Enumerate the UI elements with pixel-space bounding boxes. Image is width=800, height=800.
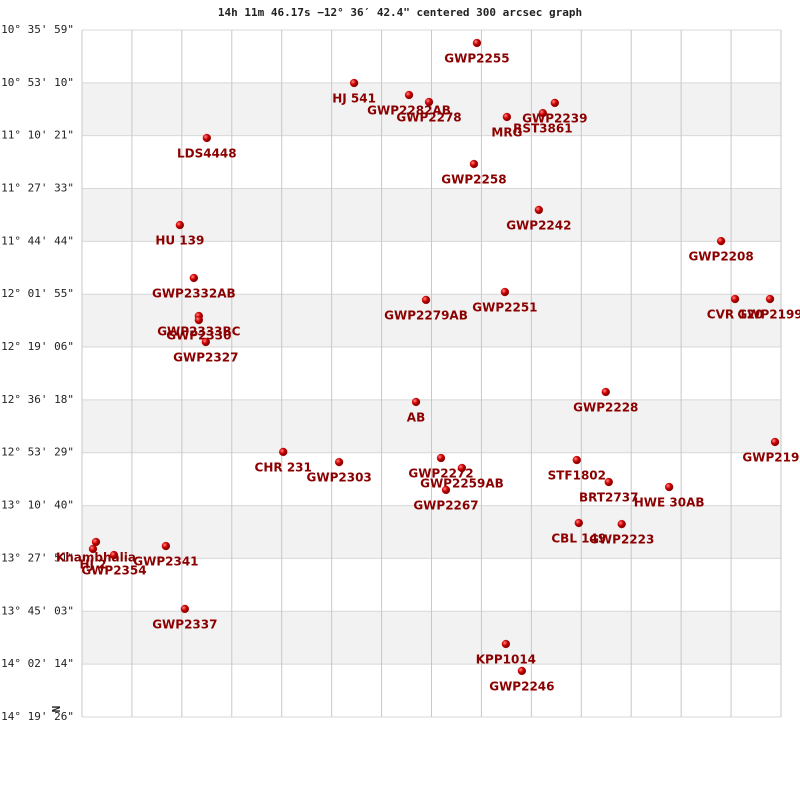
star-label: GWP2239 <box>522 111 587 125</box>
star-label: GWP2337 <box>152 617 217 631</box>
star-point <box>189 273 198 283</box>
star-label: GWP2303 <box>306 471 371 485</box>
star-label: BRT2737 <box>579 491 638 505</box>
star-point <box>469 159 479 169</box>
north-label: N <box>50 706 63 713</box>
star-point <box>534 205 543 215</box>
y-tick-label: -11° 27' 33" <box>0 182 74 195</box>
star-point <box>194 315 203 325</box>
star-label: GWP2198 <box>742 450 800 464</box>
star-label: STF1802 <box>548 469 606 483</box>
star-point <box>424 97 434 107</box>
star-point <box>765 294 775 304</box>
y-tick-label: -11° 44' 44" <box>0 234 74 247</box>
star-label: CVR 120 <box>707 308 764 322</box>
star-label: GWP2199 <box>737 308 800 322</box>
star-point <box>538 108 547 118</box>
star-label: GWP2272 <box>408 467 473 481</box>
star-point <box>109 550 119 560</box>
star-label: AB <box>407 410 425 424</box>
star-point <box>601 387 610 397</box>
star-point <box>161 541 171 551</box>
y-tick-label: -10° 35' 59" <box>0 23 74 36</box>
star-label: GWP2246 <box>489 679 554 693</box>
star-point <box>617 519 626 529</box>
star-label: GWP2278 <box>396 110 461 124</box>
star-point <box>502 112 512 122</box>
star-point <box>180 604 190 614</box>
star-label: GWP2228 <box>573 400 638 414</box>
star-label: HJ 2 <box>79 557 106 571</box>
star-label: KPP1014 <box>476 652 536 666</box>
y-tick-label: -13° 45' 03" <box>0 604 74 617</box>
y-tick-label: -12° 53' 29" <box>0 446 74 459</box>
star-point <box>201 337 210 347</box>
star-point <box>501 639 511 649</box>
star-label: GWP2255 <box>444 51 509 65</box>
star-label: GWP2341 <box>133 555 198 569</box>
chart-title: 14h 11m 46.17s −12° 36′ 42.4" centered 3… <box>218 6 582 19</box>
star-point <box>665 482 674 492</box>
star-point <box>421 295 431 305</box>
star-point <box>436 453 446 463</box>
star-label: GWP2330 <box>166 329 231 343</box>
star-label: GWP2333BC <box>157 324 240 338</box>
star-label: HU 139 <box>155 234 204 248</box>
star-point <box>716 236 726 246</box>
star-label: GWP2279AB <box>384 308 468 322</box>
star-label: GWP2251 <box>472 301 537 315</box>
y-tick-label: -12° 36' 18" <box>0 393 74 406</box>
star-point <box>730 294 740 304</box>
star-label: GWP2258 <box>441 172 506 186</box>
star-point <box>770 437 780 447</box>
star-label: GWP2259AB <box>420 476 504 490</box>
star-point <box>88 544 98 554</box>
star-point <box>472 38 482 48</box>
star-point <box>404 90 414 100</box>
star-label: GWP2327 <box>173 350 238 364</box>
y-tick-label: -13° 27' 51" <box>0 551 74 564</box>
star-point <box>441 485 451 495</box>
y-tick-label: -12° 01' 55" <box>0 287 74 300</box>
star-point <box>604 477 613 487</box>
star-label: GWP2332AB <box>152 286 236 300</box>
star-label: MRG <box>491 125 522 139</box>
star-point <box>202 133 211 143</box>
star-label: HWE 30AB <box>634 495 705 509</box>
y-tick-label: -11° 10' 21" <box>0 129 74 142</box>
star-point <box>550 98 559 108</box>
star-label: GWP2282AB <box>367 103 451 117</box>
star-label: GWP2267 <box>413 498 478 512</box>
y-tick-label: -12° 19' 06" <box>0 340 74 353</box>
star-label: LDS4448 <box>177 146 237 160</box>
star-point <box>349 78 359 88</box>
star-point <box>411 397 421 407</box>
y-tick-label: -14° 02' 14" <box>0 657 74 670</box>
y-tick-label: -14° 19' 26" <box>0 710 74 723</box>
star-label: HJ 541 <box>332 91 376 105</box>
star-point <box>457 463 467 473</box>
star-point <box>500 287 510 297</box>
star-point <box>334 457 344 467</box>
star-label: CHR 231 <box>255 460 312 474</box>
star-label: GWP2354 <box>81 564 146 578</box>
star-point <box>572 455 581 465</box>
star-label: GWP2223 <box>589 533 654 547</box>
y-tick-label: -10° 53' 10" <box>0 76 74 89</box>
star-point <box>517 666 527 676</box>
star-label: RST3861 <box>513 122 572 136</box>
y-tick-label: -13° 10' 40" <box>0 499 74 512</box>
star-point <box>574 518 583 528</box>
star-point <box>91 537 101 547</box>
star-label: CBL 149 <box>551 531 606 545</box>
star-label: GWP2208 <box>688 250 753 264</box>
star-point <box>279 447 288 457</box>
star-label: GWP2242 <box>506 218 571 232</box>
star-point <box>175 220 185 230</box>
